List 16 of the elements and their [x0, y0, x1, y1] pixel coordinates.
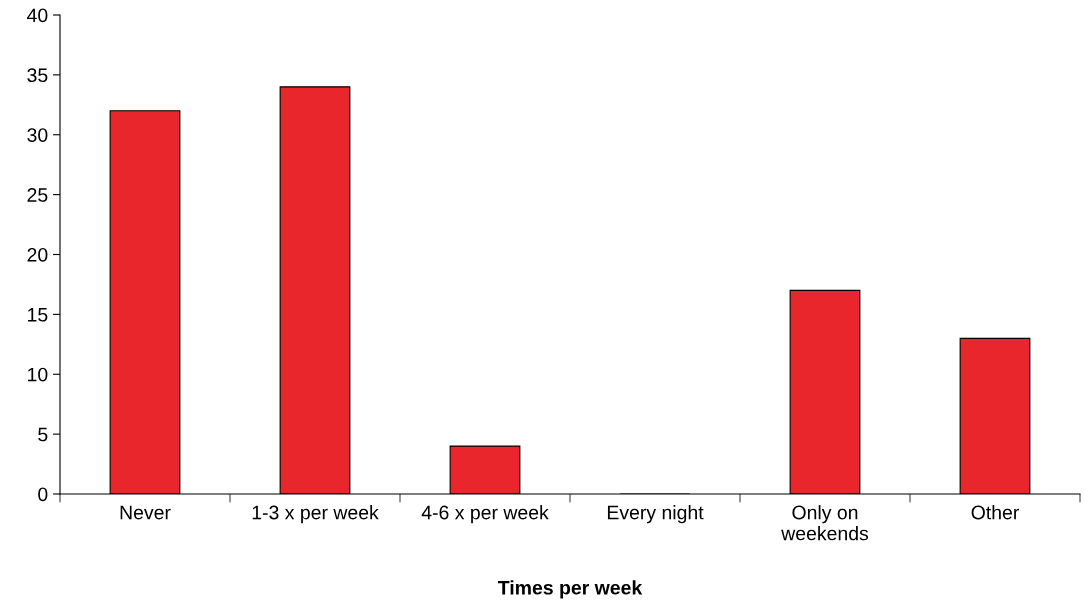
x-tick-label: Other — [971, 505, 1019, 520]
y-tick-label: 10 — [28, 367, 48, 382]
y-tick-label: 25 — [27, 188, 48, 202]
y-tick-label: 30 — [27, 128, 48, 142]
x-axis-title: Times per week — [497, 580, 643, 599]
x-tick-label: Only on weekends — [781, 505, 869, 541]
x-tick-label: Never — [120, 505, 171, 520]
y-tick-label: 15 — [28, 308, 48, 322]
y-tick-label: 20 — [27, 247, 48, 262]
y-tick-label: 0 — [38, 487, 48, 502]
y-tick-label: 5 — [38, 427, 48, 442]
x-tick-label: 4-6 x per week — [421, 505, 549, 524]
x-tick-label: Every night — [607, 505, 704, 524]
x-tick-label: 1-3 x per week — [252, 505, 379, 524]
y-tick-label: 35 — [27, 68, 48, 83]
y-tick-label: 40 — [27, 8, 48, 23]
